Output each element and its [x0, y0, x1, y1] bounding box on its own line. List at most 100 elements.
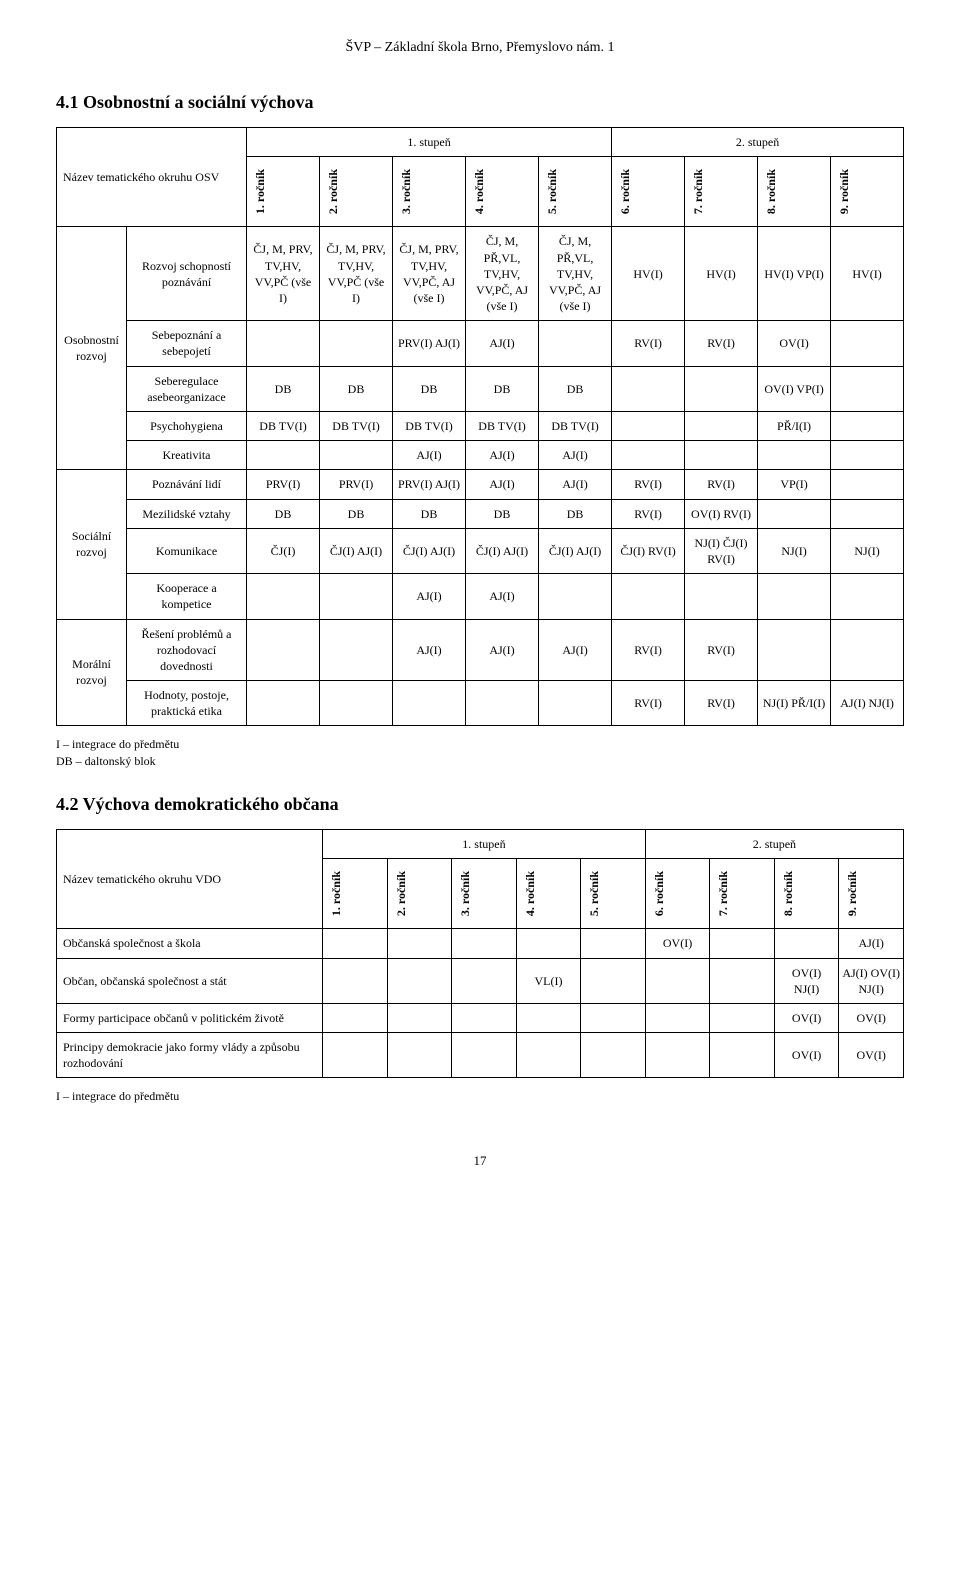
table-row: Seberegulace asebeorganizaceDBDBDBDBDBOV…	[57, 366, 904, 411]
osv-label: Název tematického okruhu OSV	[57, 128, 247, 227]
footnote-line: DB – daltonský blok	[56, 754, 156, 768]
table-cell	[685, 574, 758, 619]
table-row: Mezilidské vztahyDBDBDBDBDBRV(I)OV(I) RV…	[57, 499, 904, 528]
table-vdo: Název tematického okruhu VDO 1. stupeň 2…	[56, 829, 904, 1078]
table-row: PsychohygienaDB TV(I)DB TV(I)DB TV(I)DB …	[57, 412, 904, 441]
table-cell	[831, 366, 904, 411]
table-cell: RV(I)	[612, 470, 685, 499]
table-cell	[320, 619, 393, 681]
table-cell: AJ(I)	[466, 619, 539, 681]
table-cell: NJ(I)	[758, 528, 831, 573]
grade-header: 9. ročník	[842, 865, 862, 922]
table-cell: DB TV(I)	[393, 412, 466, 441]
stage2-header: 2. stupeň	[612, 128, 904, 157]
table-cell	[758, 441, 831, 470]
table-cell	[831, 412, 904, 441]
table-cell	[247, 321, 320, 366]
grade-header: 1. ročník	[250, 163, 270, 220]
table-cell: OV(I) RV(I)	[685, 499, 758, 528]
table-row: Občanská společnost a školaOV(I)AJ(I)	[57, 929, 904, 958]
table-cell	[645, 958, 710, 1003]
table-cell: RV(I)	[685, 321, 758, 366]
grade-header: 7. ročník	[688, 163, 708, 220]
table-cell: DB	[320, 499, 393, 528]
row-name: Formy participace občanů v politickém ži…	[57, 1003, 323, 1032]
table-cell: RV(I)	[612, 619, 685, 681]
table-cell	[612, 412, 685, 441]
table-cell: RV(I)	[612, 321, 685, 366]
table-cell: AJ(I)	[466, 470, 539, 499]
table-cell: DB	[539, 499, 612, 528]
grade-header: 3. ročník	[455, 865, 475, 922]
table-cell: AJ(I)	[466, 441, 539, 470]
table-cell	[645, 1033, 710, 1078]
table-cell	[612, 366, 685, 411]
table-cell: ČJ, M, PŘ,VL, TV,HV, VV,PČ, AJ (vše I)	[539, 227, 612, 321]
grade-header: 6. ročník	[615, 163, 635, 220]
table-cell	[466, 681, 539, 726]
table-cell	[581, 929, 646, 958]
table-cell: DB	[466, 366, 539, 411]
table-cell	[710, 929, 775, 958]
table-cell: DB TV(I)	[247, 412, 320, 441]
table-cell: AJ(I)	[839, 929, 904, 958]
table-cell: OV(I)	[839, 1033, 904, 1078]
grade-header: 3. ročník	[396, 163, 416, 220]
table-cell	[387, 1003, 452, 1032]
table-cell: PRV(I)	[247, 470, 320, 499]
table-cell: RV(I)	[685, 619, 758, 681]
table-cell	[452, 929, 517, 958]
table-cell: DB	[393, 366, 466, 411]
table-cell	[516, 929, 581, 958]
footnote-line: I – integrace do předmětu	[56, 737, 179, 751]
table-cell: OV(I)	[774, 1033, 839, 1078]
table-cell: DB	[466, 499, 539, 528]
table-cell: HV(I)	[831, 227, 904, 321]
table-row: Osobnostní rozvojRozvoj schopností pozná…	[57, 227, 904, 321]
table-cell: HV(I) VP(I)	[758, 227, 831, 321]
footnote-2: I – integrace do předmětu	[56, 1088, 904, 1105]
table-row: KomunikaceČJ(I)ČJ(I) AJ(I)ČJ(I) AJ(I)ČJ(…	[57, 528, 904, 573]
table-cell: ČJ(I) AJ(I)	[320, 528, 393, 573]
table-cell: OV(I) NJ(I)	[774, 958, 839, 1003]
grade-header: 5. ročník	[584, 865, 604, 922]
table-cell: AJ(I)	[393, 574, 466, 619]
table-cell	[387, 929, 452, 958]
table-cell: ČJ, M, PRV, TV,HV, VV,PČ (vše I)	[247, 227, 320, 321]
table-cell	[320, 681, 393, 726]
table-row: Název tematického okruhu VDO 1. stupeň 2…	[57, 830, 904, 859]
table-cell	[831, 499, 904, 528]
table-cell: VL(I)	[516, 958, 581, 1003]
table-cell: OV(I)	[774, 1003, 839, 1032]
section1-title: 4.1 Osobnostní a sociální výchova	[56, 92, 904, 113]
table-cell: AJ(I) NJ(I)	[831, 681, 904, 726]
table-cell	[774, 929, 839, 958]
table-cell	[323, 929, 388, 958]
page-header-title: ŠVP – Základní škola Brno, Přemyslovo ná…	[56, 40, 904, 56]
table-cell: DB	[247, 499, 320, 528]
table-row: Sebepoznání a sebepojetíPRV(I) AJ(I)AJ(I…	[57, 321, 904, 366]
table-cell	[539, 574, 612, 619]
row-name: Kooperace a kompetice	[127, 574, 247, 619]
section2-title: 4.2 Výchova demokratického občana	[56, 794, 904, 815]
row-name: Kreativita	[127, 441, 247, 470]
table-cell	[323, 958, 388, 1003]
table-cell: AJ(I)	[466, 574, 539, 619]
table-cell: HV(I)	[685, 227, 758, 321]
row-name: Komunikace	[127, 528, 247, 573]
table-cell	[831, 574, 904, 619]
table-cell	[539, 681, 612, 726]
table-cell	[581, 1033, 646, 1078]
table-cell	[758, 499, 831, 528]
grade-header: 1. ročník	[326, 865, 346, 922]
table-cell	[247, 574, 320, 619]
table-cell: HV(I)	[612, 227, 685, 321]
footnote: I – integrace do předmětu DB – daltonský…	[56, 736, 904, 770]
row-name: Psychohygiena	[127, 412, 247, 441]
grade-header: 6. ročník	[649, 865, 669, 922]
row-name: Mezilidské vztahy	[127, 499, 247, 528]
table-cell: ČJ(I)	[247, 528, 320, 573]
table-cell	[612, 441, 685, 470]
grade-header: 5. ročník	[542, 163, 562, 220]
grade-header: 8. ročník	[761, 163, 781, 220]
